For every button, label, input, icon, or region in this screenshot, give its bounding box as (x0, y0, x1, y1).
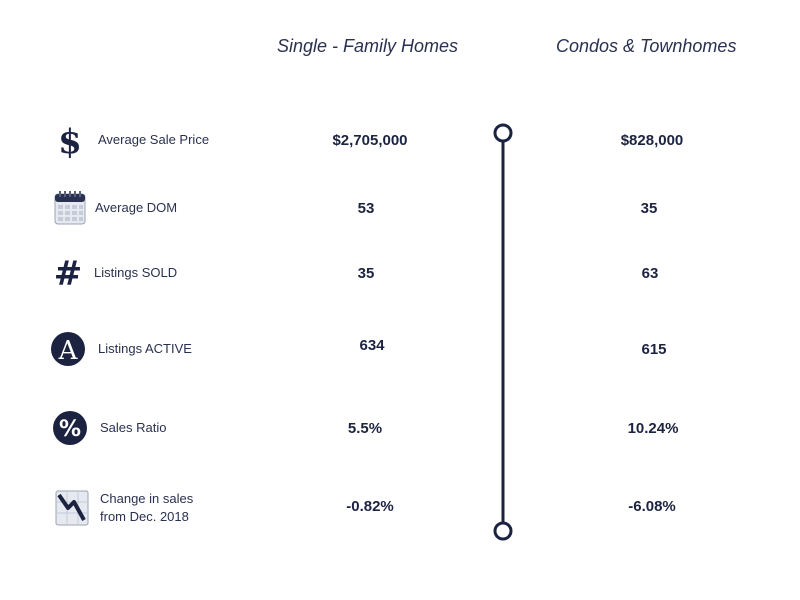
value-single-family: -0.82% (346, 497, 394, 515)
value-condos: 63 (641, 264, 659, 282)
trend-down-icon (54, 490, 90, 526)
svg-text:%: % (59, 417, 81, 442)
row-change-in-sales: Change in sales from Dec. 2018 -0.82% -6… (0, 490, 800, 540)
row-listings-active: A Listings ACTIVE 634 615 (0, 331, 800, 381)
dollar-icon: $ (52, 122, 88, 158)
value-condos: 10.24% (627, 419, 679, 437)
value-condos: 615 (641, 340, 667, 358)
row-average-sale-price: $ Average Sale Price $2,705,000 $828,000 (0, 122, 800, 172)
hash-icon: # (50, 255, 86, 291)
header-single-family: Single - Family Homes (277, 36, 459, 56)
timeline-bottom-node (493, 521, 513, 541)
svg-text:$: $ (58, 122, 82, 158)
row-listings-sold: # Listings SOLD 35 63 (0, 255, 800, 305)
row-label-line1: Change in sales (100, 491, 194, 506)
timeline-connector (493, 123, 513, 541)
percent-circle-icon: % (52, 410, 88, 446)
row-label: Change in sales from Dec. 2018 (100, 490, 193, 526)
calendar-icon (52, 190, 88, 226)
row-label: Sales Ratio (100, 420, 167, 435)
value-single-family: $2,705,000 (332, 131, 408, 149)
value-single-family: 35 (357, 264, 375, 282)
value-single-family: 5.5% (347, 419, 383, 437)
row-label: Average DOM (95, 200, 178, 215)
row-label-line2: from Dec. 2018 (100, 509, 189, 524)
row-label: Listings SOLD (94, 265, 178, 280)
letter-a-circle-icon: A (50, 331, 86, 367)
timeline-top-node (493, 123, 513, 143)
value-condos: -6.08% (628, 497, 676, 515)
value-single-family: 53 (357, 199, 375, 217)
header-condos-townhomes: Condos & Townhomes (556, 36, 737, 56)
row-average-dom: Average DOM 53 35 (0, 190, 800, 240)
row-label: Average Sale Price (98, 132, 210, 147)
svg-text:A: A (58, 336, 79, 366)
value-single-family: 634 (359, 336, 385, 354)
value-condos: 35 (640, 199, 658, 217)
svg-text:#: # (54, 255, 83, 291)
row-label: Listings ACTIVE (98, 341, 192, 356)
value-condos: $828,000 (620, 131, 684, 149)
row-sales-ratio: % Sales Ratio 5.5% 10.24% (0, 410, 800, 460)
